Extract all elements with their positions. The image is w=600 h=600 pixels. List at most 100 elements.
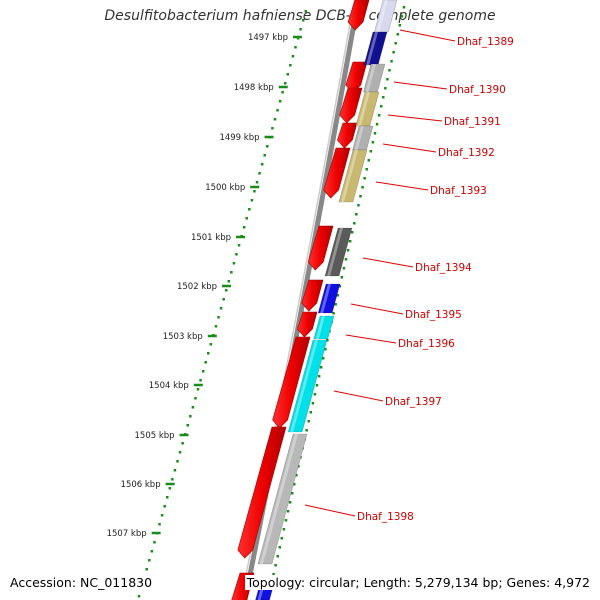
scale-dot — [201, 370, 205, 373]
scale-dot — [289, 64, 292, 67]
gene-leader-line — [382, 143, 437, 153]
scale-dot — [235, 253, 238, 256]
gene-label[interactable]: Dhaf_1393 — [430, 185, 487, 197]
scale-tick-label: 1497 kbp — [248, 33, 288, 43]
forward-gene-arrow — [307, 225, 334, 271]
map-title: Desulfitobacterium hafniense DCB-2, comp… — [104, 8, 496, 24]
scale-dot — [258, 172, 261, 175]
scale-tick-label: 1498 kbp — [234, 83, 274, 93]
scale-dot — [219, 307, 223, 310]
scale-dot — [283, 82, 287, 85]
reverse-strand-genes — [255, 0, 398, 600]
scale-dot — [137, 595, 141, 598]
forward-gene-arrow — [337, 122, 358, 149]
scale-dot — [245, 217, 249, 220]
scale-tick-label: 1503 kbp — [163, 332, 203, 342]
scale-tick-label: 1505 kbp — [135, 431, 175, 441]
reverse-gene-block — [313, 315, 335, 340]
gene-leader-line — [304, 504, 356, 517]
scale-dot — [160, 514, 164, 517]
scale-dot — [196, 388, 200, 391]
scale-dot — [189, 415, 192, 418]
scale-dot — [148, 559, 151, 562]
scale-dot — [186, 424, 190, 427]
forward-gene-arrow — [297, 311, 318, 338]
gene-leader-line — [393, 81, 448, 90]
forward-gene-arrow — [347, 0, 370, 31]
scale-dot — [271, 127, 274, 130]
scale-dot — [260, 163, 264, 166]
scale-dot — [163, 505, 166, 508]
scale-dot — [301, 19, 305, 22]
scale-dot — [237, 244, 241, 247]
scale-dot — [178, 451, 182, 454]
scale-dot — [276, 109, 279, 112]
gene-leader-line — [345, 334, 397, 344]
scale-dot — [150, 550, 154, 553]
scale-tick-label: 1499 kbp — [219, 133, 259, 143]
scale-dot — [294, 46, 297, 49]
scale-dot — [230, 271, 233, 274]
accession-text: Accession: NC_011830 — [8, 575, 155, 590]
reverse-gene-block — [287, 339, 328, 433]
scale-dot — [304, 10, 307, 13]
gene-label[interactable]: Dhaf_1392 — [438, 147, 495, 159]
gene-leader-line — [399, 29, 456, 42]
gene-leader-line — [375, 181, 429, 191]
gene-label[interactable]: Dhaf_1398 — [357, 511, 414, 523]
scale-dot — [286, 73, 290, 76]
scale-tick-label: 1502 kbp — [177, 282, 217, 292]
scale-dot — [145, 568, 148, 571]
forward-gene-arrow — [301, 279, 324, 312]
kbp-scale: 1497 kbp 1498 kbp 1499 kbp 1500 kbp 1501 kbp… — [93, 6, 406, 598]
gene-label[interactable]: Dhaf_1391 — [444, 116, 501, 128]
gene-label[interactable]: Dhaf_1396 — [398, 338, 455, 350]
forward-gene-arrow — [272, 336, 311, 429]
scale-dot — [204, 361, 207, 364]
scale-dot — [255, 181, 259, 184]
forward-gene-arrow — [339, 87, 363, 124]
scale-dot — [199, 379, 202, 382]
scale-dot — [194, 397, 197, 400]
scale-dot — [158, 523, 161, 526]
scale-dot — [291, 55, 295, 58]
gene-leader-line — [350, 303, 404, 315]
forward-strand-genes — [231, 0, 370, 600]
scale-dot — [278, 100, 282, 103]
scale-dot — [165, 496, 169, 499]
scale-dot — [273, 118, 277, 121]
scale-tick-label: 1500 kbp — [205, 183, 245, 193]
scale-dot — [173, 469, 177, 472]
scale-dot — [209, 343, 213, 346]
forward-gene-arrow — [323, 147, 351, 199]
gene-label[interactable]: Dhaf_1390 — [449, 84, 506, 96]
gene-labels: Dhaf_1389 Dhaf_1390 Dhaf_1391 Dhaf_1392 Dhaf… — [304, 29, 514, 523]
scale-dot — [176, 460, 179, 463]
scale-dot — [217, 316, 220, 319]
scale-dot — [191, 406, 195, 409]
scale-dot — [224, 289, 228, 292]
forward-gene-arrow — [237, 426, 287, 559]
reverse-gene-block — [257, 433, 308, 565]
scale-dot — [227, 280, 231, 283]
scale-dot — [232, 262, 236, 265]
gene-label[interactable]: Dhaf_1394 — [415, 262, 472, 274]
scale-dot — [153, 541, 156, 544]
scale-dot — [248, 208, 251, 211]
reverse-gene-block — [324, 227, 353, 277]
scale-dot — [281, 91, 284, 94]
gene-label[interactable]: Dhaf_1395 — [405, 309, 462, 321]
scale-dot — [171, 478, 174, 481]
scale-tick-label: 1504 kbp — [149, 381, 189, 391]
scale-dot — [253, 190, 256, 193]
scale-tick-label: 1506 kbp — [121, 480, 161, 490]
gene-label[interactable]: Dhaf_1397 — [385, 396, 442, 408]
scale-dot — [168, 487, 172, 490]
scale-dot — [263, 154, 266, 157]
topology-length-genes-text: Topology: circular; Length: 5,279,134 bp… — [244, 575, 592, 590]
gene-leader-line — [333, 390, 384, 402]
scale-dot — [214, 325, 218, 328]
gene-label[interactable]: Dhaf_1389 — [457, 36, 514, 48]
scale-tick-label: 1501 kbp — [191, 233, 231, 243]
